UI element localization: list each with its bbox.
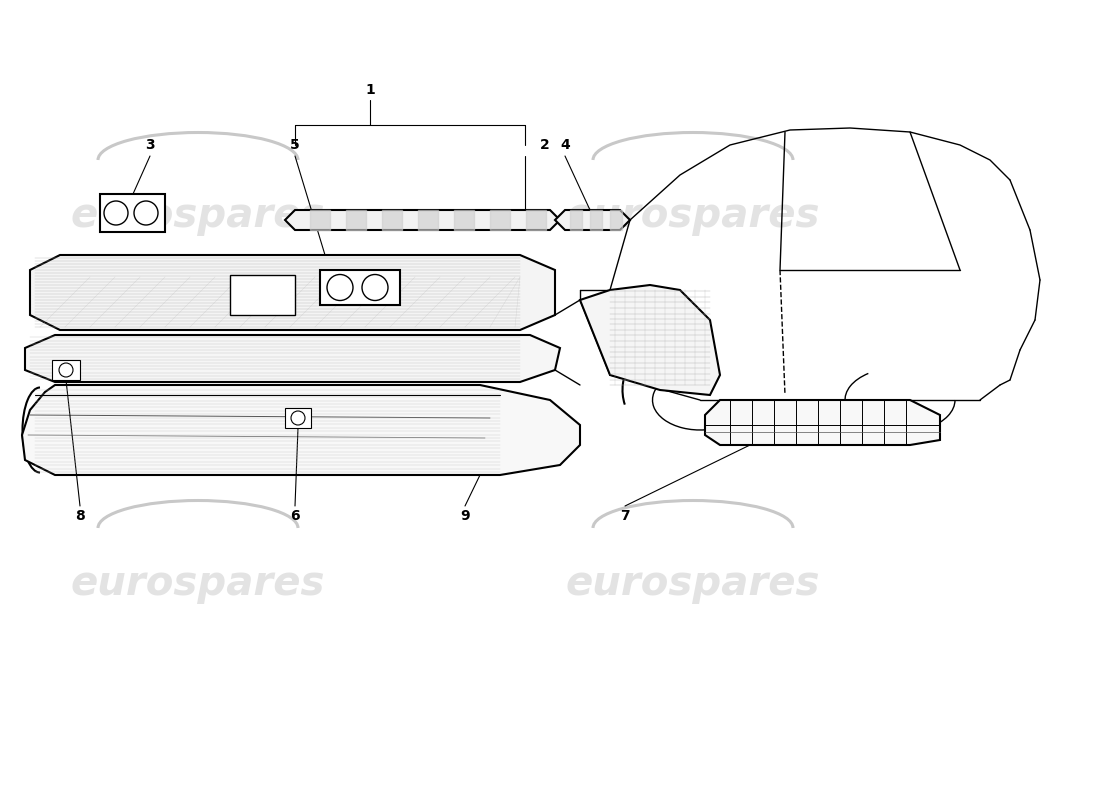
Text: 7: 7 (620, 509, 630, 523)
Polygon shape (30, 255, 556, 330)
FancyBboxPatch shape (100, 194, 165, 232)
Text: 8: 8 (75, 509, 85, 523)
Text: 2: 2 (540, 138, 550, 152)
FancyBboxPatch shape (320, 270, 400, 305)
Text: eurospares: eurospares (565, 196, 821, 236)
Text: 1: 1 (365, 83, 375, 97)
Polygon shape (285, 210, 560, 230)
Text: 4: 4 (560, 138, 570, 152)
Text: 9: 9 (460, 509, 470, 523)
Text: eurospares: eurospares (70, 196, 326, 236)
Polygon shape (705, 400, 940, 445)
FancyBboxPatch shape (52, 360, 80, 380)
Text: 6: 6 (290, 509, 300, 523)
Text: 3: 3 (145, 138, 155, 152)
Text: 5: 5 (290, 138, 300, 152)
Text: eurospares: eurospares (70, 564, 326, 604)
FancyBboxPatch shape (285, 408, 311, 428)
Text: eurospares: eurospares (565, 564, 821, 604)
Polygon shape (580, 285, 720, 395)
Polygon shape (22, 385, 580, 475)
Polygon shape (556, 210, 630, 230)
Polygon shape (25, 335, 560, 382)
FancyBboxPatch shape (230, 275, 295, 315)
